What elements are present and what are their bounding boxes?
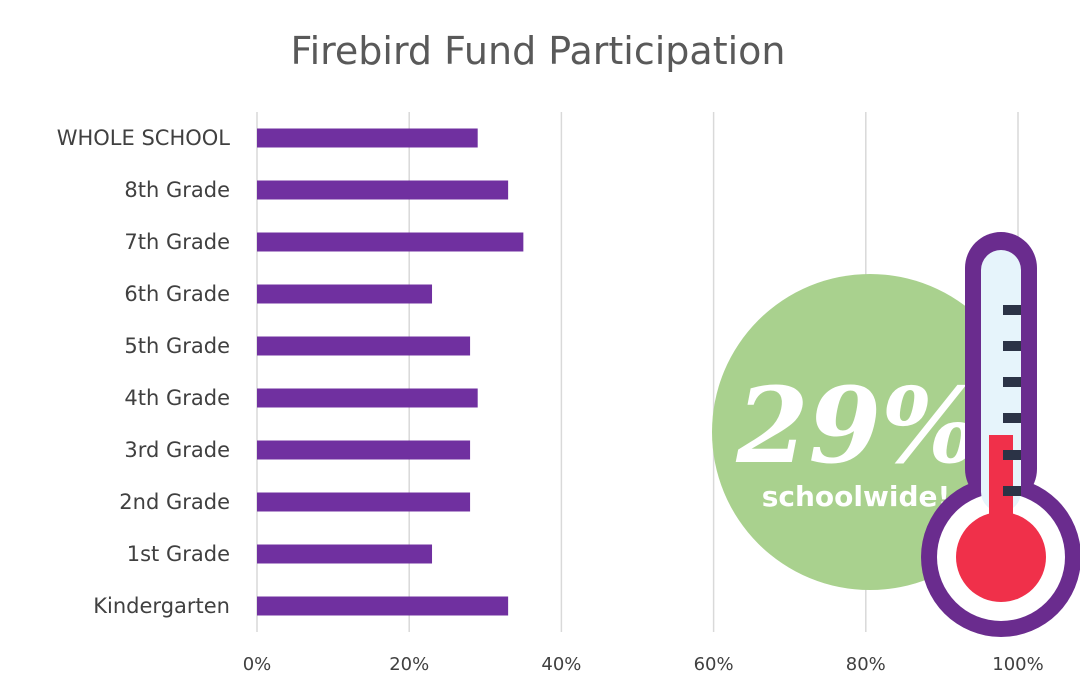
thermometer-tick xyxy=(1003,377,1021,387)
thermometer-tick xyxy=(1003,413,1021,423)
thermometer-tick xyxy=(1003,305,1021,315)
thermometer-tick xyxy=(1003,450,1021,460)
x-tick-label: 20% xyxy=(389,654,429,675)
bar xyxy=(257,336,471,356)
callout-label: schoolwide! xyxy=(762,480,951,513)
x-tick-label: 100% xyxy=(992,654,1043,675)
bar xyxy=(257,232,524,252)
bar xyxy=(257,440,471,460)
x-tick-label: 80% xyxy=(846,654,886,675)
bar xyxy=(257,596,509,616)
category-label: 6th Grade xyxy=(124,282,230,306)
category-labels: WHOLE SCHOOL 8th Grade 7th Grade 6th Grade 5… xyxy=(57,126,231,618)
thermometer-tick xyxy=(1003,341,1021,351)
category-label: 5th Grade xyxy=(124,334,230,358)
bar xyxy=(257,544,433,564)
category-label: WHOLE SCHOOL xyxy=(57,126,231,150)
thermometer-icon xyxy=(921,232,1080,637)
category-label: 8th Grade xyxy=(124,178,230,202)
bar xyxy=(257,180,509,200)
x-tick-label: 0% xyxy=(243,654,272,675)
thermometer-bulb xyxy=(956,512,1046,602)
x-axis-tick-labels: 0% 20% 40% 60% 80% 100% xyxy=(243,654,1044,675)
category-label: 2nd Grade xyxy=(119,490,230,514)
callout-value: 29% xyxy=(735,364,980,487)
category-label: 7th Grade xyxy=(124,230,230,254)
bar xyxy=(257,284,433,304)
category-label: 1st Grade xyxy=(127,542,230,566)
schoolwide-callout: 29% schoolwide! xyxy=(712,274,1028,590)
category-label: Kindergarten xyxy=(93,594,230,618)
x-tick-label: 40% xyxy=(541,654,581,675)
category-label: 3rd Grade xyxy=(124,438,230,462)
x-tick-label: 60% xyxy=(694,654,734,675)
bar xyxy=(257,128,478,148)
bar xyxy=(257,388,478,408)
bar xyxy=(257,492,471,512)
category-label: 4th Grade xyxy=(124,386,230,410)
bars xyxy=(257,128,524,616)
thermometer-tick xyxy=(1003,486,1021,496)
chart-title: Firebird Fund Participation xyxy=(290,29,785,73)
